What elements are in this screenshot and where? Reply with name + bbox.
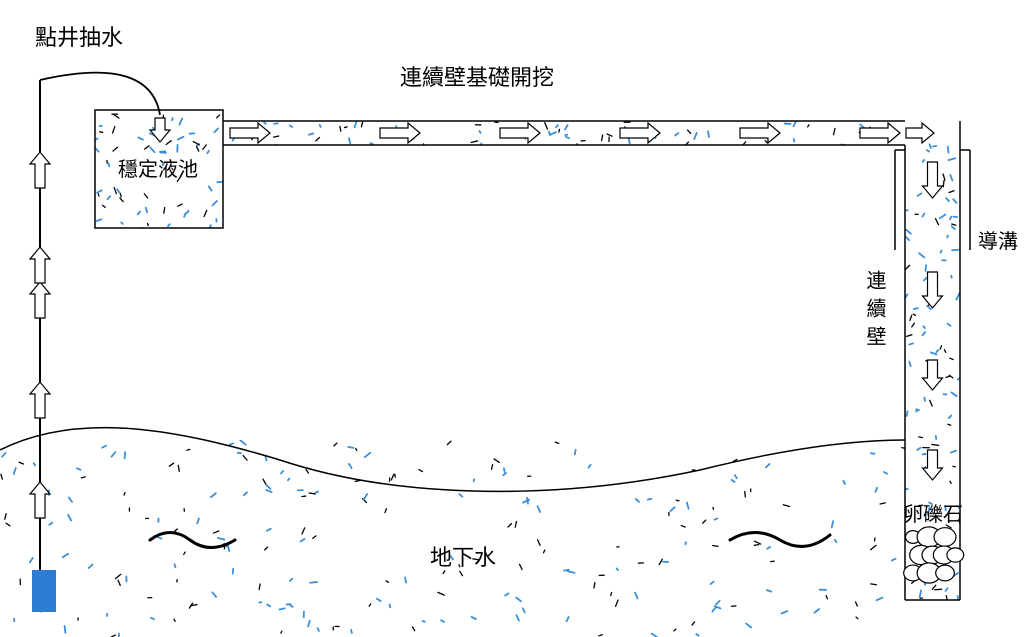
label-stable-pool: 穩定液池 xyxy=(118,153,198,182)
label-cobble: 卵礫石 xyxy=(903,498,963,527)
label-diaphragm-wall: 連續壁 xyxy=(860,270,889,354)
label-guide-trench: 導溝 xyxy=(978,225,1018,254)
label-groundwater: 地下水 xyxy=(430,540,496,572)
label-well-pump: 點井抽水 xyxy=(35,20,123,52)
label-title: 連續壁基礎開挖 xyxy=(400,60,554,92)
